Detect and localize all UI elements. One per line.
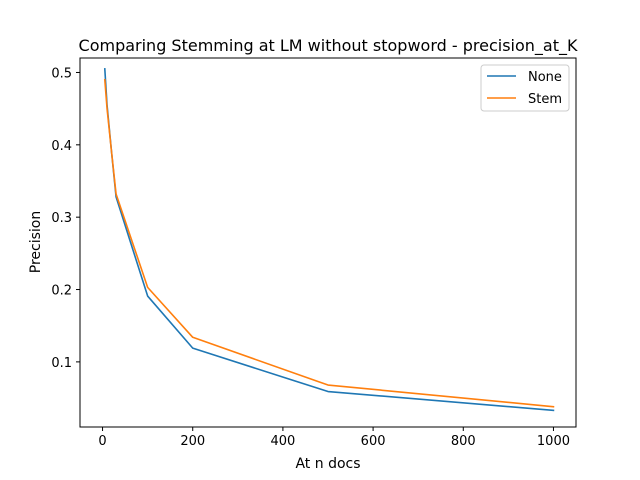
y-axis: 0.1 0.2 0.3 0.4 0.5 bbox=[51, 66, 80, 371]
x-axis: 0 200 400 600 800 1000 bbox=[98, 427, 570, 449]
legend-label-stem: Stem bbox=[528, 92, 562, 107]
x-tick-label: 400 bbox=[270, 434, 295, 449]
y-tick-label: 0.2 bbox=[51, 284, 72, 299]
plot-frame bbox=[79, 57, 577, 428]
x-tick-label: 0 bbox=[98, 434, 106, 449]
y-tick-label: 0.1 bbox=[51, 356, 72, 371]
chart-title: Comparing Stemming at LM without stopwor… bbox=[79, 36, 578, 56]
y-tick-label: 0.4 bbox=[51, 139, 72, 154]
y-axis-label: Precision bbox=[28, 211, 44, 273]
x-axis-label: At n docs bbox=[295, 456, 360, 472]
x-tick-label: 800 bbox=[451, 434, 476, 449]
y-tick-label: 0.3 bbox=[51, 211, 72, 226]
x-tick-label: 1000 bbox=[537, 434, 570, 449]
x-tick-label: 200 bbox=[180, 434, 205, 449]
plot-area bbox=[79, 57, 577, 428]
series-line-none bbox=[103, 68, 555, 412]
x-tick-label: 600 bbox=[361, 434, 386, 449]
series-line-stem bbox=[103, 78, 555, 408]
legend-label-none: None bbox=[528, 70, 562, 85]
series-layer bbox=[103, 68, 555, 412]
legend: None Stem bbox=[480, 64, 570, 112]
y-tick-label: 0.5 bbox=[51, 66, 72, 81]
